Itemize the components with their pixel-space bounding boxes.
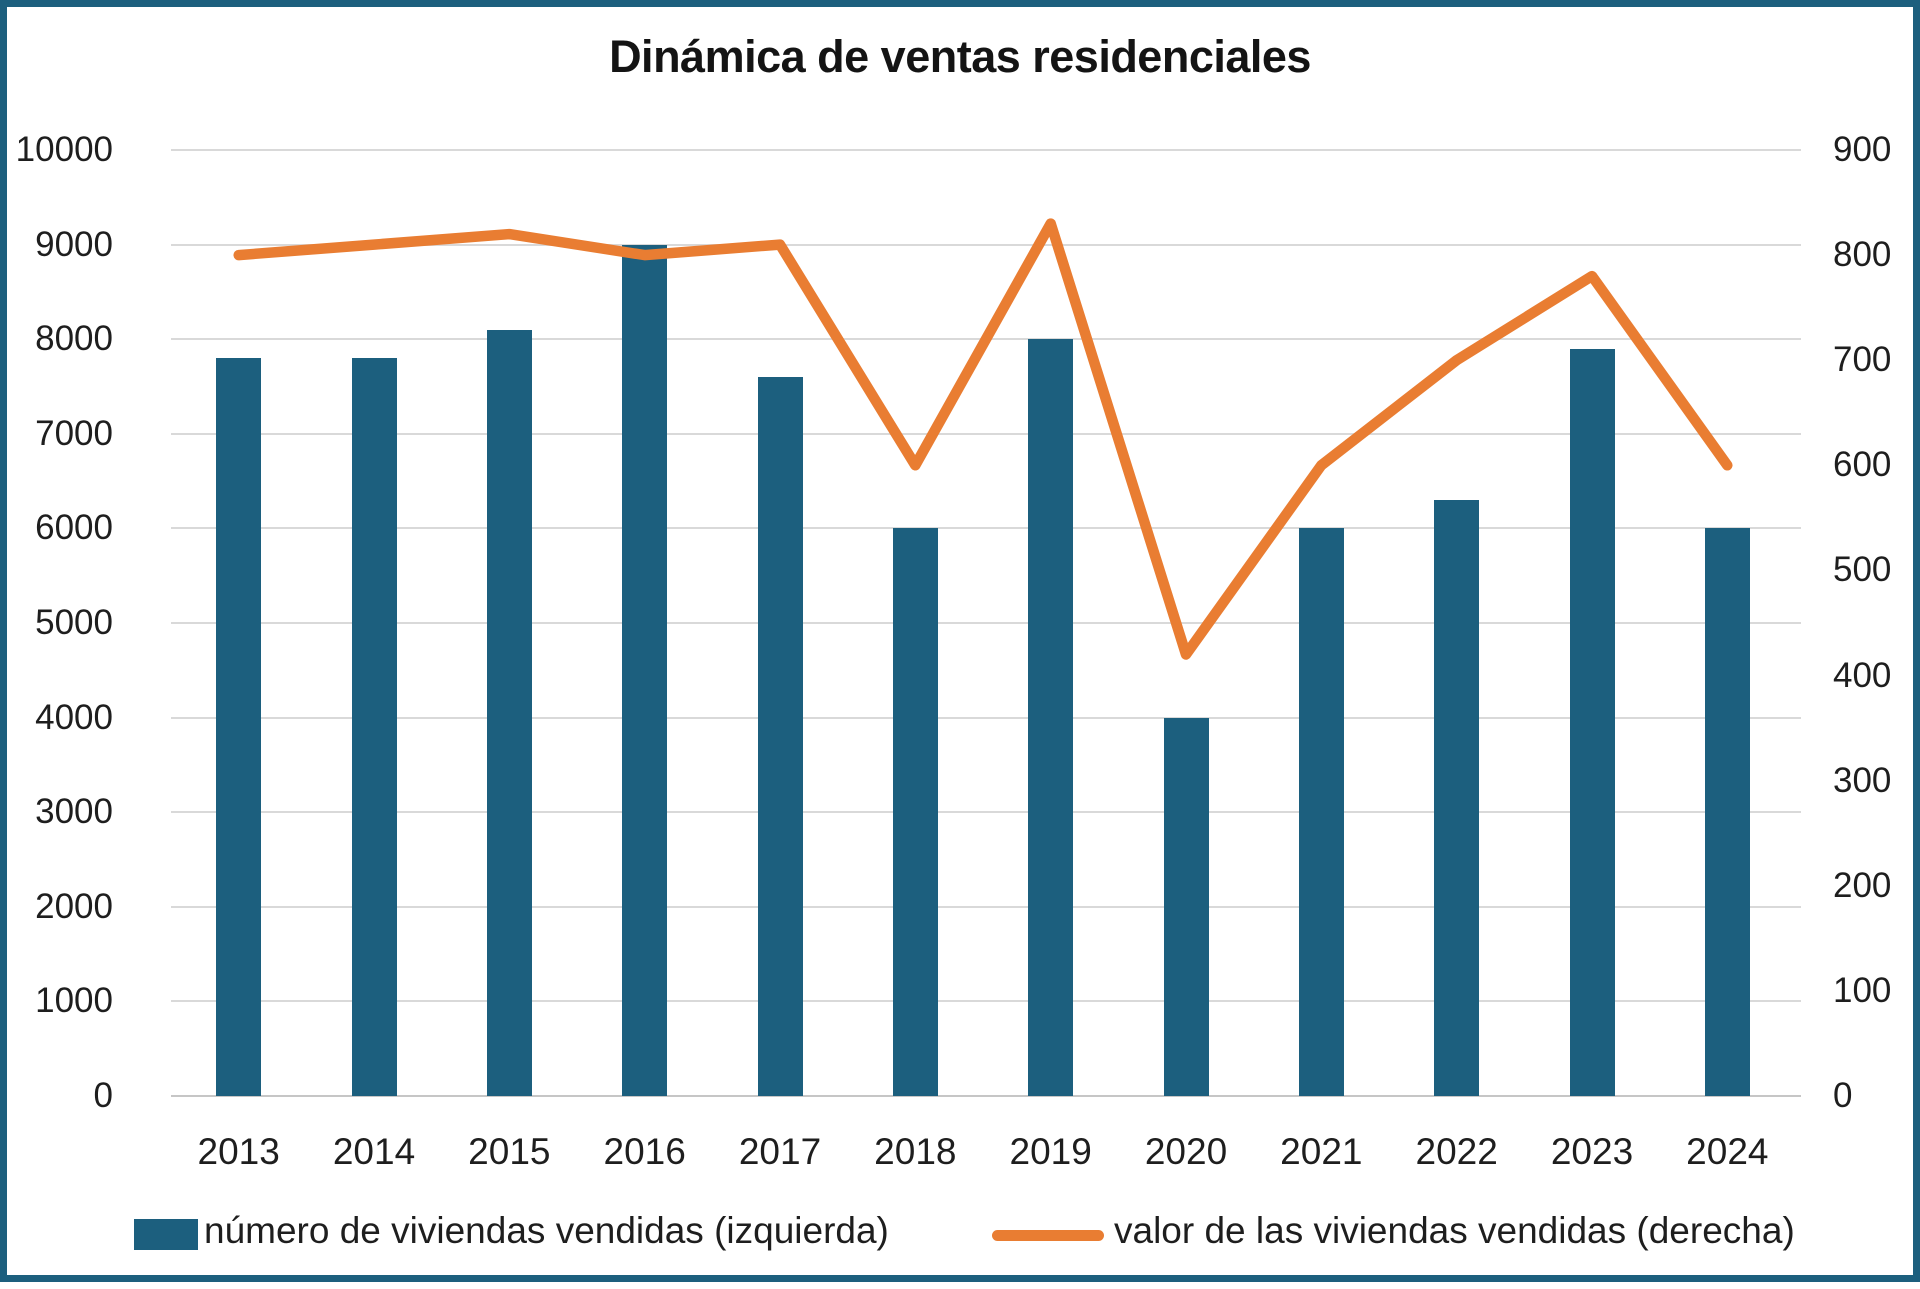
y-axis-tick-label-left: 3000 bbox=[35, 792, 113, 832]
plot-area: 10000 9000 8000 7000 6000 5000 4000 3000 2000 100… bbox=[7, 7, 1913, 1275]
y-axis-tick-label-left: 2000 bbox=[35, 886, 113, 926]
line-swatch-icon bbox=[992, 1230, 1104, 1241]
bar bbox=[1298, 528, 1344, 1096]
y-axis-tick-label-right: 200 bbox=[1833, 865, 1892, 905]
x-axis-tick-label: 2020 bbox=[1144, 1131, 1228, 1172]
bar bbox=[486, 329, 532, 1096]
y-axis-tick-label-left: 7000 bbox=[35, 413, 113, 453]
x-axis-tick-label: 2016 bbox=[603, 1131, 686, 1172]
bar bbox=[892, 528, 938, 1096]
gridline bbox=[171, 243, 1801, 246]
y-axis-tick-label-left: 8000 bbox=[35, 319, 113, 359]
gridline bbox=[171, 432, 1801, 435]
chart-title: Dinámica de ventas residenciales bbox=[609, 31, 1311, 82]
y-axis-tick-label-right: 900 bbox=[1833, 130, 1892, 169]
y-axis-tick-label-left: 4000 bbox=[35, 697, 113, 737]
y-axis-tick-label-left: 9000 bbox=[35, 224, 113, 264]
x-axis-tick-label: 2018 bbox=[874, 1131, 957, 1172]
gridline bbox=[171, 905, 1801, 908]
y-axis-tick-label-left: 0 bbox=[93, 1076, 113, 1115]
y-axis-tick-label-left: 6000 bbox=[35, 508, 113, 548]
gridline bbox=[171, 1000, 1801, 1003]
x-axis-tick-label: 2023 bbox=[1550, 1131, 1634, 1172]
bar bbox=[757, 377, 803, 1096]
y-axis-tick-label-right: 400 bbox=[1833, 655, 1892, 695]
x-axis-tick-label: 2017 bbox=[738, 1131, 822, 1172]
y-axis-tick-label-right: 100 bbox=[1833, 970, 1892, 1010]
x-axis-tick-label: 2022 bbox=[1415, 1131, 1498, 1172]
bar bbox=[1028, 339, 1074, 1096]
bar bbox=[1704, 528, 1750, 1096]
x-axis-tick-label: 2021 bbox=[1280, 1131, 1363, 1172]
gridline bbox=[171, 811, 1801, 814]
line-series bbox=[233, 218, 1733, 660]
gridline bbox=[171, 622, 1801, 624]
gridline bbox=[171, 1095, 1801, 1097]
gridline bbox=[171, 716, 1801, 719]
x-axis-tick-label: 2013 bbox=[197, 1131, 280, 1172]
y-axis-tick-label-right: 800 bbox=[1833, 235, 1892, 275]
gridline bbox=[171, 149, 1801, 151]
x-axis-tick-label: 2024 bbox=[1686, 1131, 1769, 1172]
legend-label-line: valor de las viviendas vendidas (derecha… bbox=[1114, 1210, 1795, 1251]
bar bbox=[1434, 500, 1480, 1096]
bar bbox=[1569, 348, 1615, 1096]
gridline bbox=[171, 527, 1801, 530]
legend: número de viviendas vendidas (izquierda)… bbox=[7, 1207, 1913, 1267]
x-axis-tick-label: 2014 bbox=[332, 1131, 416, 1172]
y-axis-tick-label-right: 0 bbox=[1833, 1076, 1853, 1115]
y-axis-tick-label-left: 10000 bbox=[15, 130, 113, 169]
y-axis-tick-label-right: 600 bbox=[1833, 445, 1892, 485]
sales-line-path bbox=[233, 218, 1733, 660]
bar bbox=[216, 358, 262, 1096]
legend-label-bars: número de viviendas vendidas (izquierda) bbox=[204, 1210, 889, 1251]
bar-swatch-icon bbox=[134, 1219, 198, 1250]
y-axis-tick-label-right: 300 bbox=[1833, 760, 1892, 800]
x-axis-tick-label: 2015 bbox=[468, 1131, 551, 1172]
y-axis-tick-label-right: 500 bbox=[1833, 550, 1892, 590]
bar bbox=[1163, 717, 1209, 1096]
bar bbox=[622, 244, 668, 1096]
x-axis-tick-label: 2019 bbox=[1009, 1131, 1092, 1172]
y-axis-tick-label-left: 1000 bbox=[35, 981, 113, 1021]
y-axis-tick-label-right: 700 bbox=[1833, 340, 1892, 380]
bar bbox=[351, 358, 397, 1096]
y-axis-tick-label-left: 5000 bbox=[35, 603, 113, 642]
